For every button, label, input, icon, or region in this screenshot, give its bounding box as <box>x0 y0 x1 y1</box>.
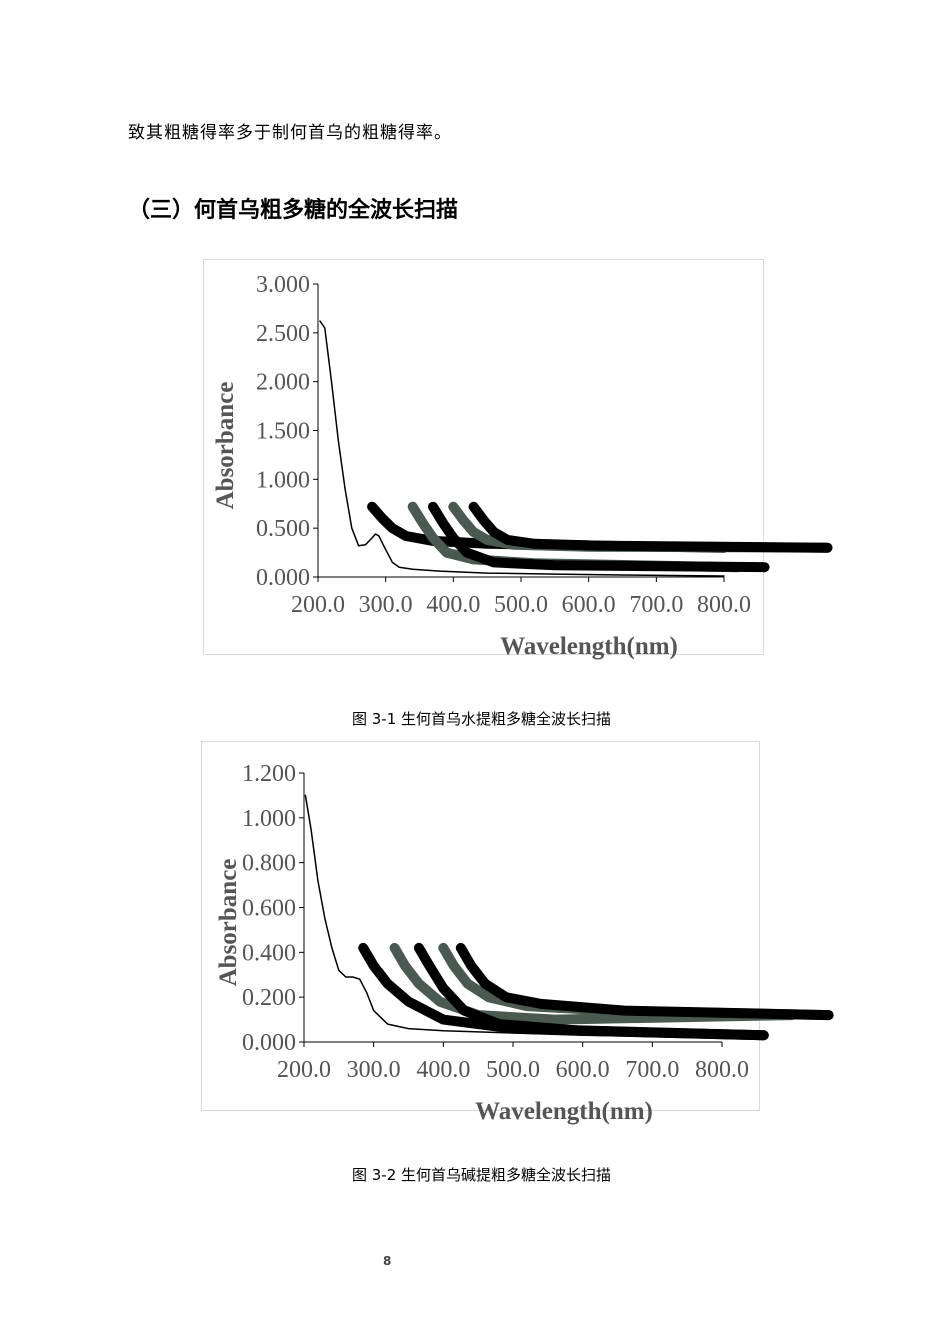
y-tick-label: 0.000 <box>256 565 310 591</box>
y-tick-label: 2.500 <box>256 321 310 347</box>
x-tick-label: 500.0 <box>486 1057 540 1083</box>
spectrum-line <box>319 320 725 577</box>
x-axis-title: Wavelength(nm) <box>500 633 678 660</box>
spectrum-line <box>389 942 797 1025</box>
page-number: 8 <box>383 1254 392 1268</box>
x-tick-label: 300.0 <box>347 1057 401 1083</box>
x-tick-label: 400.0 <box>416 1057 470 1083</box>
y-tick-label: 1.200 <box>242 761 296 787</box>
y-tick-label: 0.500 <box>256 516 310 542</box>
chart: 0.000 0.500 1.000 1.500 2.000 2.500 3.000 200.0… <box>203 259 833 660</box>
y-axis-title: Absorbance <box>212 382 239 510</box>
section-heading: （三）何首乌粗多糖的全波长扫描 <box>128 198 459 223</box>
body-text: 致其粗糖得率多于制何首乌的粗糖得率。 <box>128 123 452 143</box>
chart-frame <box>201 741 760 1111</box>
chart-frame <box>203 259 764 655</box>
x-tick-label: 500.0 <box>494 592 548 618</box>
spectrum-line <box>455 942 834 1021</box>
y-axis-title: Absorbance <box>215 859 242 987</box>
chart: 0.000 0.200 0.400 0.600 0.800 1.000 1.200 200.0… <box>201 741 834 1125</box>
x-tick-label: 200.0 <box>291 592 345 618</box>
x-tick-label: 600.0 <box>556 1057 610 1083</box>
y-tick-label: 3.000 <box>256 272 310 298</box>
y-tick-label: 1.000 <box>242 806 296 832</box>
spectrum-line <box>468 501 833 553</box>
x-tick-label: 600.0 <box>562 592 616 618</box>
x-tick-label: 800.0 <box>695 1057 749 1083</box>
spectrum-line <box>428 501 770 573</box>
x-tick-label: 700.0 <box>629 592 683 618</box>
y-tick-label: 2.000 <box>256 370 310 396</box>
y-tick-label: 0.600 <box>242 896 296 922</box>
y-tick-label: 1.000 <box>256 467 310 493</box>
x-tick-label: 400.0 <box>426 592 480 618</box>
spectrum-line <box>438 942 834 1021</box>
y-tick-label: 0.000 <box>242 1030 296 1056</box>
y-tick-label: 0.800 <box>242 851 296 877</box>
x-tick-label: 200.0 <box>277 1057 331 1083</box>
x-tick-label: 300.0 <box>359 592 413 618</box>
y-tick-label: 0.200 <box>242 985 296 1011</box>
caption: 图 3-2 生何首乌碱提粗多糖全波长扫描 <box>352 1166 612 1184</box>
caption: 图 3-1 生何首乌水提粗多糖全波长扫描 <box>352 710 612 728</box>
y-tick-label: 1.500 <box>256 419 310 445</box>
x-tick-label: 700.0 <box>625 1057 679 1083</box>
y-tick-label: 0.400 <box>242 940 296 966</box>
x-axis-title: Wavelength(nm) <box>475 1098 653 1125</box>
spectrum-line <box>304 794 723 1039</box>
x-tick-label: 800.0 <box>697 592 751 618</box>
spectrum-line <box>413 942 769 1041</box>
